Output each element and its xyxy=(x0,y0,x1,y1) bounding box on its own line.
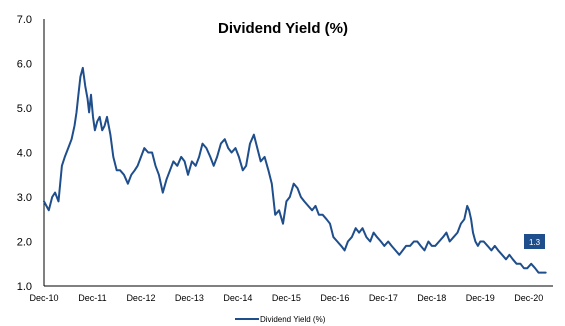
y-tick-label: 7.0 xyxy=(17,14,32,26)
y-tick-label: 1.0 xyxy=(17,281,32,293)
end-value-label-background xyxy=(524,234,545,249)
y-tick-label: 6.0 xyxy=(17,59,32,71)
x-tick-label: Dec-11 xyxy=(78,293,106,303)
x-tick-label: Dec-20 xyxy=(514,293,543,303)
y-tick-label: 4.0 xyxy=(17,148,32,160)
series-line-dividend-yield xyxy=(43,66,547,274)
x-tick-label: Dec-14 xyxy=(223,293,252,303)
x-tick-label: Dec-17 xyxy=(369,293,398,303)
x-tick-label: Dec-18 xyxy=(417,293,446,303)
y-tick-labels: 1.0 2.0 3.0 4.0 5.0 6.0 7.0 xyxy=(17,14,32,293)
y-tick-label: 3.0 xyxy=(17,192,32,204)
x-tick-label: Dec-10 xyxy=(29,293,58,303)
x-tick-label: Dec-15 xyxy=(272,293,301,303)
x-tick-label: Dec-13 xyxy=(175,293,204,303)
end-value-label-text: 1.3 xyxy=(529,238,541,247)
x-tick-label: Dec-19 xyxy=(466,293,495,303)
legend: Dividend Yield (%) xyxy=(235,315,326,324)
y-tick-label: 5.0 xyxy=(17,103,32,115)
end-value-label: 1.3 xyxy=(524,234,545,249)
y-tick-label: 2.0 xyxy=(17,237,32,249)
x-tick-label: Dec-12 xyxy=(126,293,155,303)
legend-label-dividend-yield: Dividend Yield (%) xyxy=(260,315,326,324)
chart-title: Dividend Yield (%) xyxy=(218,20,348,37)
x-tick-label: Dec-16 xyxy=(320,293,349,303)
x-tick-labels: Dec-10 Dec-11 Dec-12 Dec-13 Dec-14 Dec-15 Dec-… xyxy=(29,293,543,303)
